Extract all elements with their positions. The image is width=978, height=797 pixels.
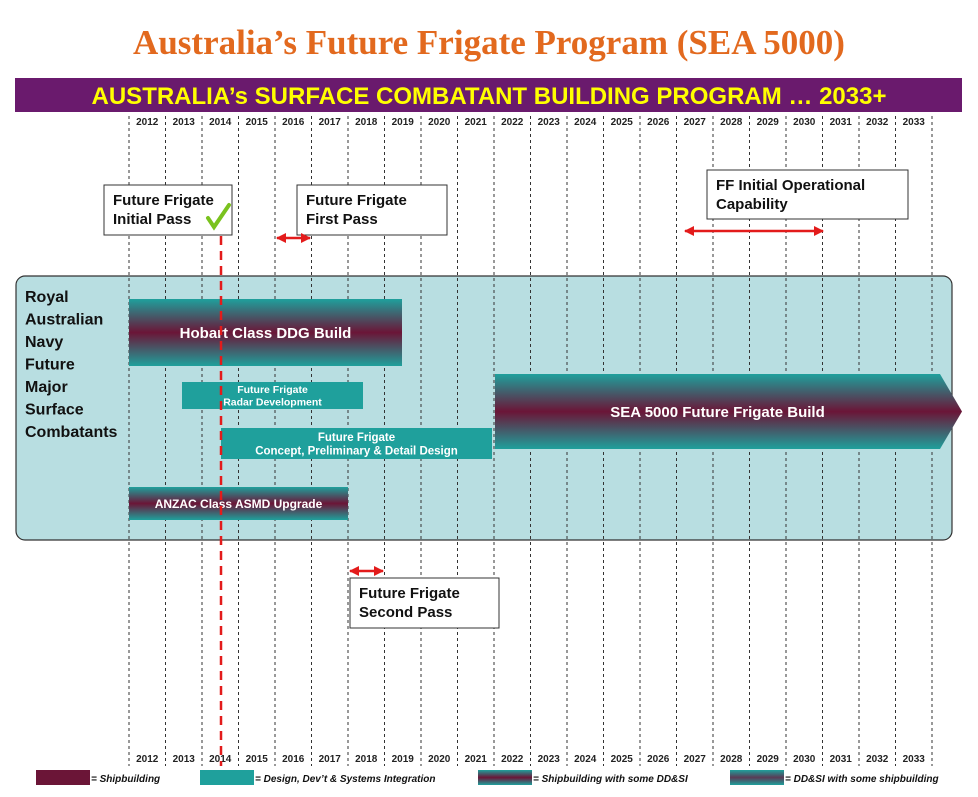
year-label: 2028 <box>720 117 743 128</box>
year-label: 2026 <box>647 117 670 128</box>
year-label: 2023 <box>538 754 561 765</box>
title: Australia’s Future Frigate Program (SEA … <box>133 23 845 62</box>
legend-swatch <box>730 770 784 785</box>
year-label: 2013 <box>173 117 196 128</box>
year-label: 2029 <box>757 117 780 128</box>
bar <box>495 374 962 449</box>
legend-label: = DD&SI with some shipbuilding <box>785 774 939 785</box>
year-label: 2032 <box>866 754 889 765</box>
year-label: 2026 <box>647 754 670 765</box>
year-label: 2014 <box>209 117 232 128</box>
year-label: 2020 <box>428 754 451 765</box>
bar-label: Concept, Preliminary & Detail Design <box>255 445 458 457</box>
year-label: 2022 <box>501 117 524 128</box>
year-label: 2024 <box>574 117 597 128</box>
bar-label: Hobart Class DDG Build <box>180 325 352 342</box>
legend-label: = Shipbuilding with some DD&SI <box>533 774 688 785</box>
row-label: Combatants <box>25 424 118 441</box>
year-label: 2024 <box>574 754 597 765</box>
year-label: 2012 <box>136 754 159 765</box>
milestone-box <box>103 184 233 236</box>
year-label: 2016 <box>282 117 305 128</box>
milestone-box <box>349 577 500 629</box>
banner: AUSTRALIA’s SURFACE COMBATANT BUILDING P… <box>92 83 887 110</box>
bar <box>129 299 402 366</box>
year-label: 2023 <box>538 117 561 128</box>
year-label: 2031 <box>830 754 853 765</box>
legend-swatch <box>478 770 532 785</box>
legend-label: = Shipbuilding <box>91 774 160 785</box>
year-label: 2015 <box>246 117 269 128</box>
year-label: 2021 <box>465 754 488 765</box>
check <box>206 203 231 231</box>
bar <box>129 487 348 520</box>
legend-label: = Design, Dev’t & Systems Integration <box>255 774 436 785</box>
bar-label: Future Frigate <box>237 384 308 396</box>
milestone-label: Capability <box>716 196 788 213</box>
legend-swatch <box>36 770 90 785</box>
milestone-label: Initial Pass <box>113 211 191 228</box>
milestone-label: Second Pass <box>359 604 452 621</box>
row-label: Major <box>25 379 68 396</box>
milestone-label: FF Initial Operational <box>716 177 865 194</box>
year-label: 2028 <box>720 754 743 765</box>
milestone-label: First Pass <box>306 211 378 228</box>
milestone-label: Future Frigate <box>306 192 407 209</box>
year-label: 2014 <box>209 754 232 765</box>
milestone-label: Future Frigate <box>113 192 214 209</box>
milestone-label: Future Frigate <box>359 585 460 602</box>
year-label: 2029 <box>757 754 780 765</box>
year-label: 2017 <box>319 754 342 765</box>
year-label: 2018 <box>355 754 378 765</box>
year-label: 2021 <box>465 117 488 128</box>
year-label: 2025 <box>611 117 634 128</box>
bar-label: Radar Development <box>223 396 322 408</box>
bar-label: ANZAC Class ASMD Upgrade <box>155 497 323 511</box>
year-label: 2027 <box>684 117 707 128</box>
bar-label: SEA 5000 Future Frigate Build <box>610 404 825 421</box>
year-label: 2033 <box>903 117 926 128</box>
year-label: 2016 <box>282 754 305 765</box>
year-label: 2019 <box>392 117 415 128</box>
row-label: Future <box>25 357 75 374</box>
year-label: 2025 <box>611 754 634 765</box>
year-label: 2013 <box>173 754 196 765</box>
milestone-box <box>706 169 909 220</box>
year-label: 2020 <box>428 117 451 128</box>
year-label: 2031 <box>830 117 853 128</box>
banner-bg <box>15 78 962 112</box>
year-label: 2030 <box>793 754 816 765</box>
year-label: 2018 <box>355 117 378 128</box>
row-label: Navy <box>25 334 63 351</box>
row-label: Royal <box>25 289 69 306</box>
year-label: 2017 <box>319 117 342 128</box>
year-label: 2022 <box>501 754 524 765</box>
year-label: 2032 <box>866 117 889 128</box>
year-label: 2027 <box>684 754 707 765</box>
year-label: 2033 <box>903 754 926 765</box>
row-label: Australian <box>25 312 103 329</box>
year-label: 2015 <box>246 754 269 765</box>
year-label: 2019 <box>392 754 415 765</box>
bar <box>221 428 492 459</box>
row-label: Surface <box>25 402 84 419</box>
milestone-box <box>296 184 448 236</box>
year-label: 2030 <box>793 117 816 128</box>
bar <box>182 382 363 409</box>
bar-label: Future Frigate <box>318 432 395 444</box>
legend-swatch <box>200 770 254 785</box>
year-label: 2012 <box>136 117 159 128</box>
